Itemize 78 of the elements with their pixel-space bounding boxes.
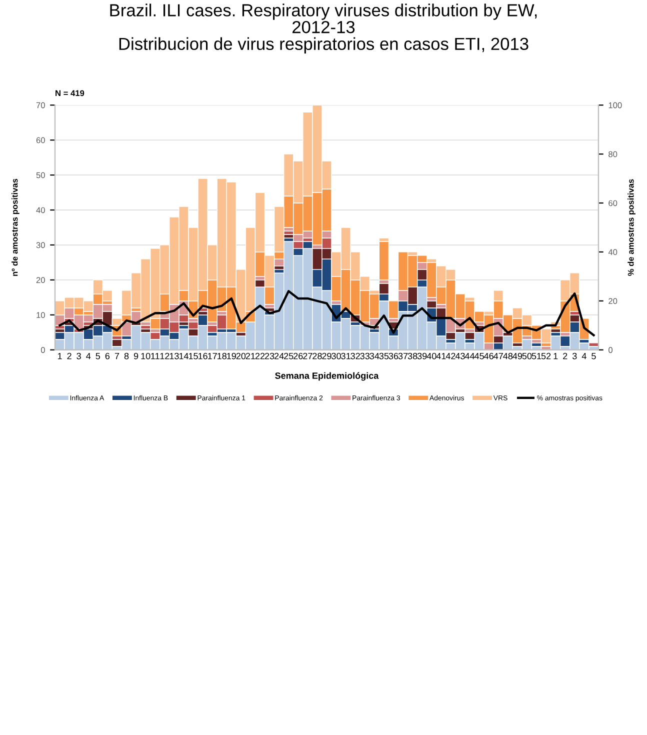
- x-tick-label: 3: [572, 352, 577, 360]
- x-tick-label: 52: [541, 352, 551, 360]
- y2-tick-label: 60: [608, 200, 618, 206]
- x-tick-label: 2: [67, 352, 72, 360]
- y-tick-label: 40: [36, 207, 45, 214]
- x-tick-label: 17: [208, 352, 217, 360]
- x-tick-label: 46: [484, 352, 494, 360]
- x-tick-label: 48: [503, 352, 513, 360]
- x-tick-label: 14: [179, 352, 188, 360]
- x-tick-label: 1: [58, 352, 62, 360]
- y-tick-label: 10: [36, 312, 45, 318]
- y-tick-label: 50: [36, 172, 45, 178]
- x-tick-label: 24: [274, 352, 284, 360]
- y2-axis-title: % de amostras positivas: [628, 179, 636, 276]
- x-tick-label: 3: [76, 352, 81, 360]
- x-tick-label: 49: [512, 352, 522, 360]
- bar: [378, 241, 390, 280]
- y2-tick-label: 0: [608, 347, 613, 353]
- x-tick-label: 5: [592, 352, 596, 360]
- y-tick-label: 70: [36, 102, 45, 108]
- x-tick-label: 12: [160, 352, 170, 360]
- y2-tick-label: 100: [608, 102, 622, 108]
- x-tick-label: 4: [86, 352, 91, 360]
- x-tick-label: 41: [436, 352, 446, 360]
- x-tick-label: 6: [105, 352, 110, 360]
- y-tick-label: 30: [36, 242, 45, 248]
- x-tick-label: 50: [522, 352, 532, 360]
- x-tick-label: 45: [474, 352, 484, 360]
- y-tick-label: 60: [36, 137, 45, 144]
- x-tick-label: 43: [455, 352, 465, 360]
- x-tick-label: 2: [563, 352, 568, 360]
- y-tick-label: 0: [40, 347, 45, 353]
- x-tick-label: 8: [124, 352, 129, 360]
- x-tick-label: 23: [264, 352, 274, 360]
- x-tick-label: 36: [388, 352, 398, 360]
- x-tick-label: 32: [350, 352, 360, 360]
- x-tick-label: 42: [446, 352, 456, 360]
- x-axis-title: Semana Epidemiológica: [275, 372, 379, 381]
- x-tick-label: 33: [360, 352, 370, 360]
- x-tick-label: 29: [322, 352, 332, 360]
- x-tick-label: 19: [227, 352, 236, 360]
- x-tick-label: 9: [134, 352, 138, 360]
- x-tick-label: 30: [332, 352, 341, 360]
- y2-tick-label: 20: [608, 298, 618, 304]
- x-tick-label: 37: [398, 352, 408, 360]
- y2-tick-label: 40: [608, 249, 618, 256]
- x-tick-label: 18: [218, 352, 226, 360]
- y-tick-label: 20: [36, 277, 45, 284]
- x-tick-label: 40: [426, 352, 436, 360]
- x-tick-label: 28: [312, 352, 322, 360]
- x-tick-label: 34: [370, 352, 380, 360]
- x-tick-label: 11: [151, 352, 160, 360]
- x-tick-label: 51: [532, 352, 542, 360]
- y-axis-title: nº de amostras positivas: [12, 178, 20, 276]
- x-tick-label: 15: [188, 352, 198, 360]
- x-tick-label: 39: [417, 352, 427, 360]
- x-tick-label: 1: [554, 352, 558, 360]
- x-tick-label: 10: [141, 352, 150, 360]
- x-tick-label: 21: [246, 352, 256, 360]
- x-tick-label: 7: [114, 352, 120, 360]
- chart-title: Brazil. ILI cases. Respiratory viruses distribution by EW, 2012-13 Distribucion de virus respiratorios en casos ETI, 2013: [110, 4, 537, 54]
- x-tick-label: 13: [170, 352, 179, 360]
- x-tick-label: 38: [408, 352, 418, 360]
- x-tick-label: 16: [198, 352, 208, 360]
- text: N = 419: [56, 90, 84, 96]
- x-tick-label: 20: [236, 352, 246, 360]
- x-tick-label: 44: [464, 352, 475, 360]
- x-tick-label: 22: [255, 352, 265, 360]
- x-tick-label: 47: [494, 352, 503, 360]
- x-tick-label: 5: [96, 352, 100, 360]
- x-tick-label: 27: [303, 352, 312, 360]
- y2-tick-label: 80: [608, 151, 618, 158]
- x-tick-label: 35: [379, 352, 389, 360]
- x-tick-label: 4: [582, 352, 586, 360]
- line-series: [58, 290, 595, 336]
- x-tick-label: 25: [284, 352, 294, 360]
- x-tick-label: 31: [341, 352, 350, 360]
- x-tick-label: 26: [294, 352, 303, 360]
